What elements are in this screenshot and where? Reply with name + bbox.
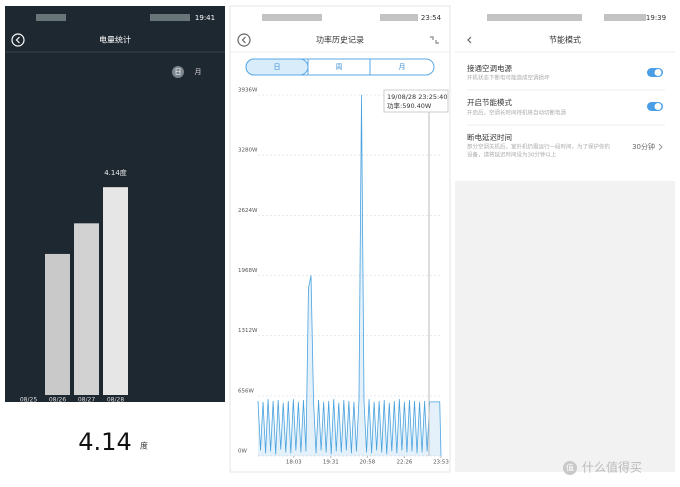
x-tick-label: 08/26 bbox=[49, 397, 66, 404]
icons bbox=[487, 14, 582, 21]
x-tick-label: 19:31 bbox=[323, 460, 339, 466]
back[interactable] bbox=[467, 36, 472, 44]
unit: 度 bbox=[140, 441, 148, 451]
x-tick-label: 08/28 bbox=[107, 397, 124, 404]
watermark-badge bbox=[563, 461, 577, 475]
tooltip bbox=[383, 89, 449, 113]
item-desc: 设备，请将延迟时间设为30分钟以上 bbox=[467, 151, 557, 159]
switch-knob bbox=[654, 103, 662, 110]
back-arrow bbox=[241, 36, 246, 44]
settings-card bbox=[455, 6, 675, 181]
toggle-day[interactable]: 日 bbox=[175, 68, 182, 76]
y-tick-label: 3280W bbox=[238, 148, 258, 154]
item-desc: 部分空调关机后，室外机仍需运行一段时间，为了保护你的 bbox=[467, 143, 611, 151]
status-time: 19:39 bbox=[646, 14, 666, 22]
switch-knob bbox=[654, 69, 662, 76]
y-tick-label: 1968W bbox=[238, 268, 258, 274]
y-tick-label: 3936W bbox=[238, 88, 258, 94]
back-buttons[interactable] bbox=[11, 33, 472, 47]
back[interactable] bbox=[237, 33, 251, 47]
icons bbox=[262, 14, 322, 21]
tab[interactable]: 日 bbox=[274, 63, 281, 71]
panel-power bbox=[229, 5, 451, 473]
y-tick-label: 1312W bbox=[238, 328, 258, 334]
title: 电量统计 bbox=[99, 35, 131, 45]
watermark-text: 什么值得买 bbox=[582, 460, 642, 475]
x-tick-label: 08/27 bbox=[78, 397, 95, 404]
x-tick-label: 08/25 bbox=[20, 397, 37, 404]
y-tick-label: 656W bbox=[238, 388, 254, 394]
value-label: 4.14度 bbox=[104, 168, 127, 177]
status-time: 19:41 bbox=[195, 14, 215, 22]
item-title: 断电延迟时间 bbox=[467, 132, 512, 142]
x-tick-label: 22:26 bbox=[396, 460, 412, 466]
icons bbox=[604, 14, 646, 21]
y-tick-label: 2624W bbox=[238, 208, 258, 214]
bar bbox=[74, 223, 99, 395]
x-tick-label: 23:53 bbox=[433, 460, 449, 466]
y-tick-label: 0W bbox=[238, 449, 247, 455]
tooltip-value: 功率:590.40W bbox=[387, 101, 432, 110]
status-icons bbox=[36, 14, 646, 21]
expand[interactable] bbox=[430, 36, 439, 44]
item-title: 接通空调电源 bbox=[467, 63, 512, 73]
back-arrow bbox=[15, 36, 20, 44]
item-title: 开启节能模式 bbox=[467, 97, 512, 107]
tab[interactable]: 月 bbox=[399, 63, 406, 71]
bar bbox=[45, 253, 70, 395]
toggle-active[interactable] bbox=[172, 66, 184, 78]
bar bbox=[103, 187, 128, 395]
tab[interactable]: 周 bbox=[336, 63, 343, 71]
icons bbox=[36, 14, 66, 21]
item-desc: 开机状态下断电可能造成空调损坏 bbox=[467, 74, 550, 82]
toggle-month[interactable]: 月 bbox=[195, 68, 202, 76]
title: 功率历史记录 bbox=[316, 35, 364, 45]
chevron bbox=[658, 143, 663, 151]
line bbox=[257, 94, 442, 457]
status-time: 23:54 bbox=[421, 14, 442, 22]
plots: 08/25 08/26 08/27 08/284.14度0W656W1312W1968… bbox=[20, 88, 450, 466]
x-tick-label: 20:58 bbox=[359, 460, 375, 466]
tooltip-time: 19/08/28 23:25:40 bbox=[387, 93, 447, 101]
watermark-mark: 值 bbox=[566, 463, 574, 473]
item-desc: 开启后，空调长时间待机将自动切断电源 bbox=[467, 109, 567, 117]
back[interactable] bbox=[11, 33, 25, 47]
total: 4.14 bbox=[78, 428, 131, 456]
x-tick-label: 18:03 bbox=[286, 460, 302, 466]
icons bbox=[380, 14, 418, 21]
item-value[interactable]: 30分钟 bbox=[632, 142, 655, 151]
icons bbox=[150, 14, 190, 21]
title: 节能模式 bbox=[549, 35, 581, 45]
